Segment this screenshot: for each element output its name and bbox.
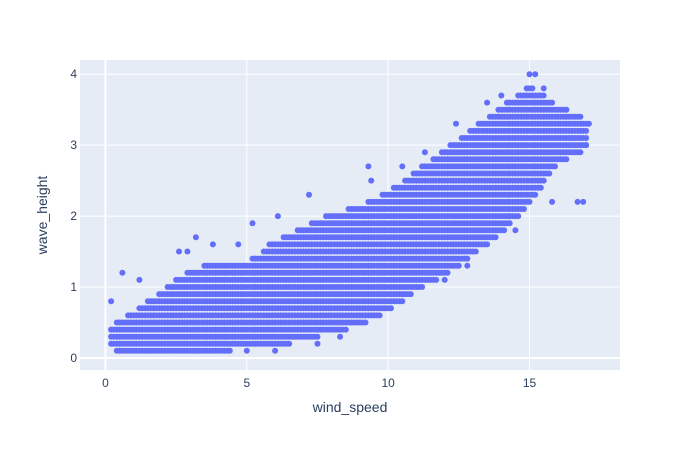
scatter-point[interactable] xyxy=(249,220,256,227)
scatter-points[interactable] xyxy=(108,71,592,354)
scatter-point[interactable] xyxy=(526,71,533,78)
scatter-point[interactable] xyxy=(540,177,547,184)
scatter-point[interactable] xyxy=(362,319,369,326)
y-axis-title: wave_height xyxy=(34,176,50,256)
scatter-point[interactable] xyxy=(419,284,426,290)
scatter-point[interactable] xyxy=(532,71,539,78)
x-tick-labels: 0 5 10 15 xyxy=(102,376,536,390)
scatter-point[interactable] xyxy=(399,163,406,170)
scatter-point[interactable] xyxy=(176,248,182,255)
y-tick-labels: 0 1 2 3 4 xyxy=(70,67,77,365)
scatter-point[interactable] xyxy=(464,262,471,269)
scatter-point[interactable] xyxy=(574,198,581,205)
x-tick-label: 0 xyxy=(102,376,109,390)
scatter-point[interactable] xyxy=(484,241,491,248)
scatter-point[interactable] xyxy=(492,234,499,241)
scatter-point[interactable] xyxy=(515,213,522,220)
scatter-point[interactable] xyxy=(421,149,428,156)
scatter-point[interactable] xyxy=(272,347,279,354)
scatter-point[interactable] xyxy=(583,127,590,134)
scatter-point[interactable] xyxy=(501,227,508,234)
scatter-point[interactable] xyxy=(455,262,462,269)
scatter-point[interactable] xyxy=(266,241,273,248)
scatter-point[interactable] xyxy=(546,170,553,177)
scatter-point[interactable] xyxy=(342,326,349,333)
x-axis-title: wind_speed xyxy=(312,399,388,415)
scatter-point[interactable] xyxy=(520,206,527,212)
scatter-point[interactable] xyxy=(563,156,570,163)
scatter-point[interactable] xyxy=(376,312,383,319)
scatter-point[interactable] xyxy=(433,276,440,283)
y-tick-label: 4 xyxy=(70,67,77,81)
zero-lines xyxy=(80,60,620,370)
scatter-point[interactable] xyxy=(314,333,321,340)
scatter-point[interactable] xyxy=(453,120,459,127)
scatter-point[interactable] xyxy=(209,241,216,248)
scatter-point[interactable] xyxy=(286,340,293,347)
scatter-point[interactable] xyxy=(583,142,590,149)
scatter-point[interactable] xyxy=(549,99,556,106)
y-tick-label: 2 xyxy=(70,209,77,223)
scatter-point[interactable] xyxy=(399,298,406,305)
scatter-point[interactable] xyxy=(540,85,547,92)
scatter-point[interactable] xyxy=(526,198,533,205)
scatter-point[interactable] xyxy=(552,163,558,170)
scatter-point[interactable] xyxy=(506,213,513,220)
scatter-point[interactable] xyxy=(365,163,372,170)
scatter-point[interactable] xyxy=(580,198,587,205)
scatter-point[interactable] xyxy=(184,248,191,255)
scatter-point[interactable] xyxy=(585,120,592,127)
scatter-point[interactable] xyxy=(529,85,536,92)
scatter-point[interactable] xyxy=(577,149,584,156)
scatter-point[interactable] xyxy=(314,340,321,347)
y-tick-label: 3 xyxy=(70,138,77,152)
scatter-point[interactable] xyxy=(512,227,519,234)
scatter-point[interactable] xyxy=(532,191,539,198)
scatter-point[interactable] xyxy=(549,198,556,205)
x-tick-label: 10 xyxy=(381,376,395,390)
scatter-point[interactable] xyxy=(274,213,281,220)
y-tick-label: 1 xyxy=(70,280,77,294)
y-tick-label: 0 xyxy=(70,351,77,365)
scatter-point[interactable] xyxy=(568,135,575,141)
scatter-point[interactable] xyxy=(337,333,344,340)
scatter-point[interactable] xyxy=(388,305,394,312)
scatter-point[interactable] xyxy=(583,135,590,141)
scatter-point[interactable] xyxy=(136,276,143,283)
scatter-point[interactable] xyxy=(226,347,233,354)
scatter-point[interactable] xyxy=(472,248,479,255)
scatter-point[interactable] xyxy=(540,92,547,99)
x-tick-label: 15 xyxy=(523,376,537,390)
scatter-point[interactable] xyxy=(243,347,250,354)
scatter-point[interactable] xyxy=(444,269,451,276)
scatter-point[interactable] xyxy=(119,269,126,276)
scatter-point[interactable] xyxy=(464,255,471,262)
scatter-point[interactable] xyxy=(235,241,242,248)
scatter-point[interactable] xyxy=(563,106,570,113)
scatter-point[interactable] xyxy=(192,234,199,241)
scatter-point[interactable] xyxy=(537,184,544,191)
scatter-point[interactable] xyxy=(306,191,312,198)
scatter-point[interactable] xyxy=(577,113,584,120)
scatter-point[interactable] xyxy=(506,220,513,227)
scatter-point[interactable] xyxy=(368,177,375,184)
x-tick-label: 5 xyxy=(243,376,250,390)
scatter-point[interactable] xyxy=(407,291,414,298)
scatter-point[interactable] xyxy=(498,92,505,99)
scatter-point[interactable] xyxy=(441,276,448,283)
scatter-point[interactable] xyxy=(484,99,491,106)
scatter-point[interactable] xyxy=(108,298,115,305)
